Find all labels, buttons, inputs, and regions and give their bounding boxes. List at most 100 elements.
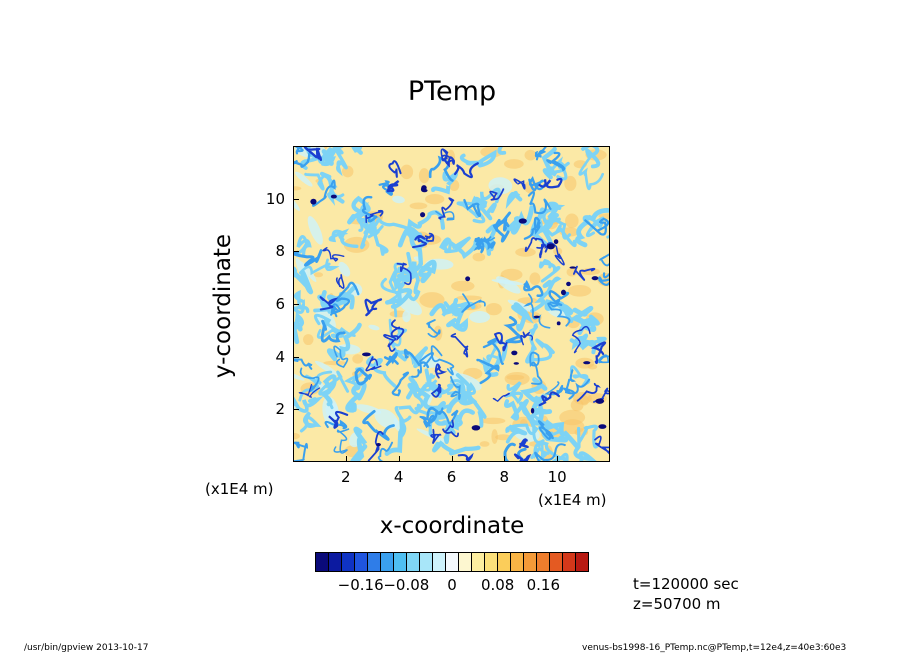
colorbar-tick-label: 0.16 — [526, 576, 561, 594]
filament — [542, 204, 566, 224]
warm-patch — [500, 268, 523, 281]
filament — [577, 424, 600, 449]
filament — [523, 280, 544, 297]
filament — [294, 311, 305, 345]
colorbar-cell — [472, 553, 485, 571]
colorbar-tick-label: −0.08 — [383, 576, 430, 594]
filament — [578, 155, 605, 191]
warm-patch — [481, 417, 506, 425]
filament — [538, 258, 561, 283]
filament — [411, 235, 427, 249]
y-tick-label: 8 — [275, 242, 285, 261]
filament — [457, 452, 474, 461]
filament — [394, 403, 421, 424]
filament — [388, 160, 402, 178]
filament — [503, 442, 527, 461]
filament — [434, 363, 448, 379]
x-tick-label: 8 — [499, 468, 510, 486]
filament — [418, 259, 437, 284]
warm-patch — [485, 302, 502, 316]
y-tick-mark — [293, 198, 299, 200]
cold-spot — [330, 194, 337, 199]
filament — [299, 367, 320, 393]
cold-spot — [533, 315, 540, 319]
colorbar-cell — [342, 553, 355, 571]
filament — [530, 441, 569, 461]
colorbar-cell — [498, 553, 511, 571]
pale-patch — [469, 311, 491, 323]
filament — [545, 208, 572, 240]
filament — [530, 276, 562, 313]
pale-patch — [338, 261, 351, 277]
warm-patch — [294, 186, 302, 191]
filament — [438, 197, 455, 220]
filament — [513, 453, 532, 461]
filament — [449, 376, 461, 400]
filament — [424, 232, 435, 242]
filament — [598, 272, 609, 286]
x-tick-label: 2 — [341, 468, 351, 486]
filament — [556, 378, 591, 396]
cold-spot — [569, 266, 577, 269]
filament — [428, 155, 454, 182]
pale-patch — [294, 195, 300, 211]
warm-patch — [565, 213, 579, 229]
filament — [383, 352, 399, 367]
filament — [505, 190, 523, 209]
colorbar-cell — [524, 553, 537, 571]
filament — [492, 392, 510, 403]
filament — [332, 281, 360, 315]
temperature-field — [294, 147, 609, 461]
filament — [493, 332, 508, 352]
x-tick-label: 10 — [547, 468, 567, 486]
filament — [519, 377, 548, 403]
warm-patch — [456, 295, 483, 301]
warm-patch — [409, 202, 428, 210]
filament — [384, 287, 413, 309]
warm-patch — [479, 441, 490, 447]
filament — [443, 156, 455, 168]
colorbar-cell — [329, 553, 342, 571]
warm-patch — [506, 374, 525, 380]
colorbar-cell — [576, 553, 588, 571]
filament — [440, 148, 452, 162]
filament — [333, 147, 363, 155]
colorbar-tick-label: 0.08 — [480, 576, 515, 594]
colorbar-tick-label: 0 — [447, 576, 457, 594]
filament — [541, 421, 580, 449]
filament — [390, 319, 405, 342]
filament — [294, 441, 309, 461]
filament — [599, 253, 609, 267]
cold-spot — [553, 239, 559, 245]
cold-spot — [546, 243, 555, 250]
colorbar-cell — [420, 553, 433, 571]
y-tick-label: 6 — [275, 295, 285, 313]
warm-patch — [418, 168, 430, 184]
cold-spot — [560, 289, 566, 296]
filament — [394, 346, 428, 369]
filament — [384, 416, 407, 456]
filament — [538, 391, 561, 407]
filament — [299, 411, 322, 433]
filament — [332, 147, 348, 177]
y-tick-label: 4 — [275, 347, 285, 366]
filament — [463, 198, 482, 218]
y-tick-mark — [293, 251, 299, 253]
filament — [489, 188, 505, 201]
filament — [426, 319, 441, 338]
filament — [548, 290, 570, 307]
filament — [584, 217, 609, 236]
filament — [294, 249, 323, 267]
warm-patch — [323, 360, 348, 366]
filament — [573, 265, 596, 281]
warm-patch — [529, 272, 541, 286]
filament — [318, 370, 350, 410]
chart-title: PTemp — [407, 76, 497, 107]
filament — [433, 407, 475, 431]
filament — [328, 410, 349, 429]
cold-spot — [513, 362, 519, 365]
filament — [436, 407, 459, 425]
filament — [529, 351, 543, 385]
pale-patch — [322, 396, 340, 428]
pale-patch — [368, 324, 380, 331]
